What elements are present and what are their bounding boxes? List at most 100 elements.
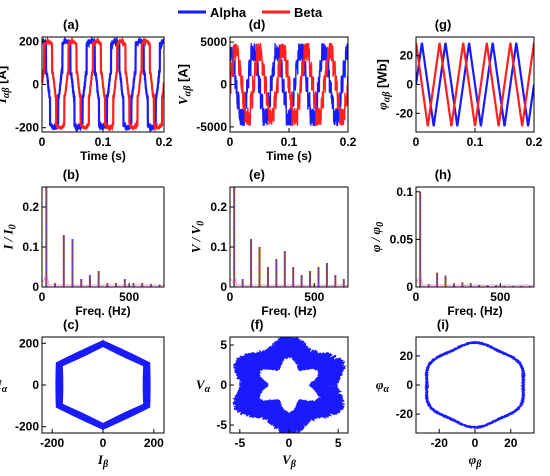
xtick-label-g-0: 0 bbox=[413, 135, 420, 149]
panel-b: 0 500 0 0.1 0.2 (b) Freq. (Hz) I / I0 bbox=[1, 167, 165, 318]
ytick-label-e-0: 0 bbox=[220, 280, 227, 294]
xtick-label-a-2: 0.2 bbox=[156, 135, 173, 149]
panel-label-a: (a) bbox=[63, 17, 79, 32]
ytick-label-d-2: 5000 bbox=[200, 35, 227, 49]
xlabel-f: Vβ bbox=[282, 452, 297, 470]
panel-label-b: (b) bbox=[63, 167, 80, 182]
series-beta-g bbox=[416, 42, 534, 127]
xtick-label-c-0: -200 bbox=[40, 436, 64, 450]
panel-label-e: (e) bbox=[249, 167, 265, 182]
panel-e: 0 500 0 0.1 0.2 (e) Freq. (Hz) V / V0 bbox=[189, 167, 349, 318]
series-alpha-d bbox=[230, 43, 348, 127]
ytick-label-a-2: 200 bbox=[19, 34, 39, 48]
ylabel-e: V / V0 bbox=[189, 221, 207, 253]
ytick-label-f-0: -5 bbox=[216, 418, 227, 432]
axes-frame-e bbox=[229, 186, 349, 288]
ylabel-c: Iα bbox=[0, 377, 8, 395]
panel-label-d: (d) bbox=[249, 17, 266, 32]
ytick-label-f-1: 0 bbox=[220, 378, 227, 392]
ytick-label-e-1: 0.1 bbox=[210, 240, 227, 254]
xlabel-a: Time (s) bbox=[80, 149, 126, 163]
xtick-label-c-2: 200 bbox=[144, 436, 164, 450]
xtick-label-d-1: 0.1 bbox=[281, 135, 298, 149]
ytick-label-g-1: 0 bbox=[406, 78, 413, 92]
ytick-label-c-0: -200 bbox=[15, 420, 39, 434]
legend-label-beta: Beta bbox=[294, 5, 323, 20]
ylabel-h: φ / φ0 bbox=[368, 222, 386, 252]
axes-frame-b bbox=[41, 186, 165, 288]
xtick-label-h-1: 500 bbox=[490, 290, 510, 304]
ytick-label-a-0: -200 bbox=[15, 121, 39, 135]
xtick-label-c-1: 0 bbox=[100, 436, 107, 450]
ytick-label-i-1: 0 bbox=[406, 378, 413, 392]
xlabel-e: Freq. (Hz) bbox=[261, 304, 316, 318]
spectrum-floor-h bbox=[416, 276, 534, 287]
plot-area-b bbox=[42, 187, 164, 287]
xtick-label-f-2: 5 bbox=[335, 436, 342, 450]
ylabel-i: φα bbox=[376, 377, 390, 395]
plot-area-c bbox=[55, 339, 151, 430]
ytick-label-d-1: 0 bbox=[220, 78, 227, 92]
plot-area-a bbox=[42, 37, 164, 132]
xlabel-i: φβ bbox=[469, 452, 483, 470]
xtick-label-i-2: 20 bbox=[504, 436, 518, 450]
legend-label-alpha: Alpha bbox=[210, 5, 247, 20]
ytick-label-h-1: 0.05 bbox=[390, 232, 414, 246]
xlabel-d: Time (s) bbox=[266, 149, 312, 163]
ytick-label-g-0: -20 bbox=[396, 106, 414, 120]
ylabel-g: φαβ [Wb] bbox=[375, 59, 393, 110]
xlabel-b: Freq. (Hz) bbox=[75, 304, 130, 318]
ylabel-b: I / I0 bbox=[1, 224, 19, 250]
series-beta-d bbox=[230, 42, 348, 126]
ytick-label-g-2: 20 bbox=[400, 49, 414, 63]
xtick-label-i-0: -20 bbox=[431, 436, 449, 450]
orbit-i bbox=[424, 340, 527, 430]
panel-label-g: (g) bbox=[435, 17, 452, 32]
xtick-label-e-0: 0 bbox=[227, 290, 234, 304]
ytick-label-h-0: 0 bbox=[406, 280, 413, 294]
xtick-label-f-1: 0 bbox=[286, 436, 293, 450]
ytick-label-b-2: 0.2 bbox=[22, 200, 39, 214]
ytick-label-c-1: 0 bbox=[32, 378, 39, 392]
panel-i: -20 0 20 -20 0 20 (i) φβ φα bbox=[376, 317, 535, 470]
ytick-label-a-1: 0 bbox=[32, 78, 39, 92]
axes-frame-h bbox=[415, 186, 535, 288]
xtick-label-b-0: 0 bbox=[39, 290, 46, 304]
panel-label-f: (f) bbox=[251, 317, 264, 332]
ylabel-f: Vα bbox=[196, 377, 211, 395]
ytick-label-i-0: -20 bbox=[396, 407, 414, 421]
ytick-label-d-0: -5000 bbox=[196, 120, 227, 134]
panel-label-h: (h) bbox=[435, 167, 452, 182]
ytick-label-i-2: 20 bbox=[400, 349, 414, 363]
plot-area-f bbox=[232, 337, 347, 433]
xtick-label-g-1: 0.1 bbox=[467, 135, 484, 149]
ytick-label-b-0: 0 bbox=[32, 280, 39, 294]
xtick-label-b-1: 500 bbox=[119, 290, 139, 304]
panel-c: -200 0 200 -200 0 200 (c) Iβ Iα bbox=[0, 317, 165, 470]
xtick-label-h-0: 0 bbox=[413, 290, 420, 304]
xlabel-c: Iβ bbox=[97, 452, 109, 470]
plot-area-i bbox=[424, 340, 527, 430]
spectrum-floor-b bbox=[42, 276, 164, 287]
panel-label-i: (i) bbox=[437, 317, 449, 332]
axes-frame-i bbox=[415, 336, 535, 434]
series-alpha-g bbox=[416, 42, 534, 127]
xtick-label-d-0: 0 bbox=[227, 135, 234, 149]
plot-area-d bbox=[230, 42, 348, 127]
xtick-label-e-1: 500 bbox=[304, 290, 324, 304]
panel-label-c: (c) bbox=[63, 317, 79, 332]
ylabel-d: Vαβ [A] bbox=[176, 64, 194, 105]
ytick-label-f-2: 5 bbox=[220, 338, 227, 352]
xtick-label-f-0: -5 bbox=[234, 436, 245, 450]
xtick-label-g-2: 0.2 bbox=[526, 135, 543, 149]
orbit-c bbox=[55, 339, 151, 430]
series-beta-a bbox=[42, 37, 164, 132]
xtick-label-i-1: 0 bbox=[472, 436, 479, 450]
ylabel-a: Iαβ [A] bbox=[0, 66, 12, 104]
ytick-label-b-1: 0.1 bbox=[22, 240, 39, 254]
plot-area-e bbox=[230, 187, 348, 287]
ytick-label-e-2: 0.2 bbox=[210, 200, 227, 214]
